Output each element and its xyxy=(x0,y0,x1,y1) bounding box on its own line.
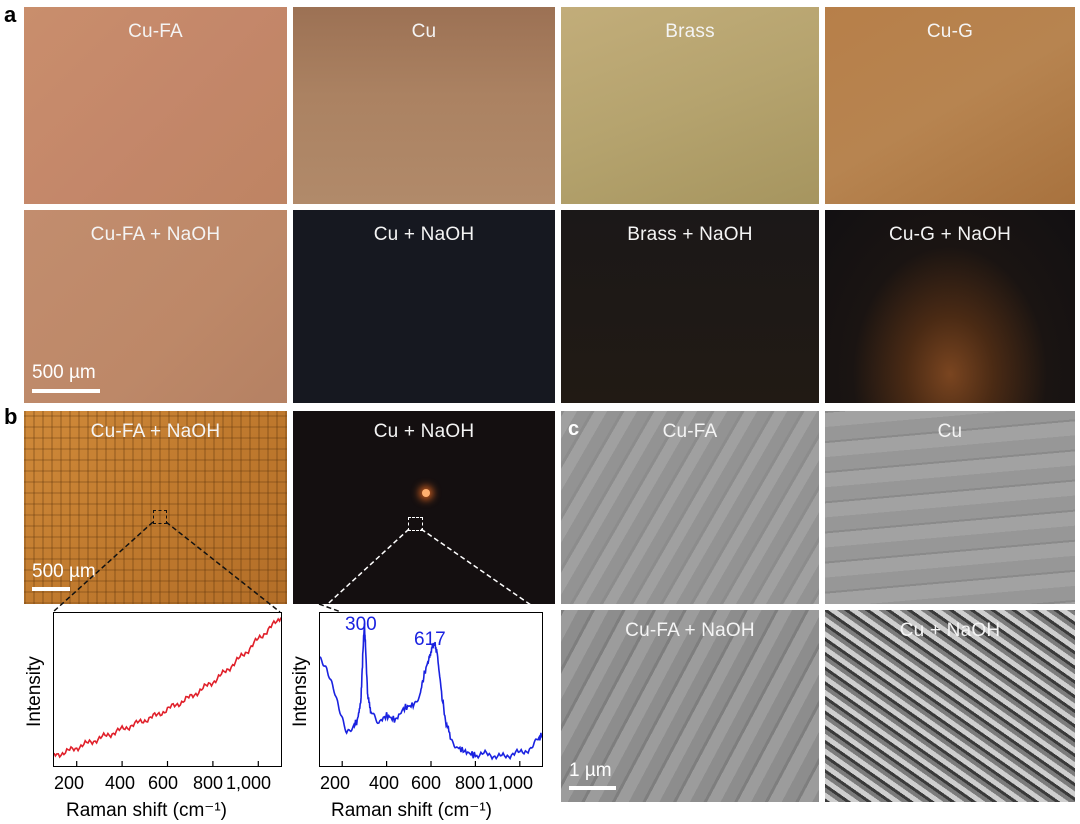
micrograph-cu: Cu xyxy=(293,7,555,204)
panel-letter-b: b xyxy=(4,404,18,429)
sem-cu-fa-naoh: Cu-FA + NaOH 1 µm xyxy=(561,610,819,802)
spectrum-svg xyxy=(54,617,281,766)
x-tick-label: 800 xyxy=(193,773,224,793)
image-caption: Cu + NaOH xyxy=(899,620,1001,641)
image-caption: Brass + NaOH xyxy=(627,224,753,245)
image-caption: Cu-FA xyxy=(128,21,183,42)
scale-bar-label: 500 µm xyxy=(32,561,96,582)
peak-label-300: 300 xyxy=(345,614,377,635)
optical-cu-naoh: Cu + NaOH xyxy=(293,411,555,604)
image-caption: Cu-FA + NaOH xyxy=(90,224,221,245)
x-tick-label: 200 xyxy=(320,773,351,793)
x-axis-label: Raman shift (cm⁻¹) xyxy=(66,800,227,821)
connector-line xyxy=(52,521,154,613)
x-tick-label: 400 xyxy=(369,773,400,793)
x-tick-label: 1,000 xyxy=(226,773,272,793)
micrograph-cu-fa: Cu-FA xyxy=(24,7,287,204)
scale-bar-line xyxy=(32,389,100,393)
image-caption: Cu-G + NaOH xyxy=(888,224,1012,245)
scale-bar-line xyxy=(569,786,616,790)
image-caption: Cu xyxy=(937,421,963,442)
image-caption: Brass xyxy=(665,21,715,42)
optical-cu-fa-naoh: Cu-FA + NaOH 500 µm xyxy=(24,411,287,604)
bright-spot xyxy=(422,489,430,497)
peak-label-617: 617 xyxy=(414,629,446,650)
micrograph-cu-g: Cu-G xyxy=(825,7,1075,204)
image-caption: Cu xyxy=(411,21,437,42)
scale-bar-line xyxy=(32,587,70,591)
x-tick-label: 800 xyxy=(455,773,486,793)
x-tick-label: 200 xyxy=(54,773,85,793)
micrograph-cu-fa-naoh: Cu-FA + NaOH 500 µm xyxy=(24,210,287,403)
image-caption: Cu-FA xyxy=(662,421,718,442)
panel-letter-c: c xyxy=(568,418,580,440)
micrograph-brass-naoh: Brass + NaOH xyxy=(561,210,819,403)
connector-line xyxy=(165,521,281,613)
spectrum-svg xyxy=(320,623,542,766)
x-tick-label: 600 xyxy=(148,773,179,793)
connector-line xyxy=(420,528,542,613)
micrograph-brass: Brass xyxy=(561,7,819,204)
image-caption: Cu-FA + NaOH xyxy=(90,421,221,442)
panel-letter-a: a xyxy=(4,2,17,27)
y-axis-label: Intensity xyxy=(290,656,311,727)
spectrum-line xyxy=(320,623,542,761)
micrograph-cu-g-naoh: Cu-G + NaOH xyxy=(825,210,1075,403)
y-axis-label: Intensity xyxy=(24,656,45,727)
connector-line xyxy=(318,528,410,613)
x-tick-label: 400 xyxy=(105,773,136,793)
x-tick-label: 1,000 xyxy=(488,773,534,793)
sem-cu-naoh: Cu + NaOH xyxy=(825,610,1075,802)
image-caption: Cu + NaOH xyxy=(373,224,475,245)
sem-cu-fa: Cu-FA xyxy=(561,411,819,604)
x-tick-label: 600 xyxy=(411,773,442,793)
image-caption: Cu-G xyxy=(926,21,974,42)
plot-frame xyxy=(319,612,543,767)
connector-line xyxy=(318,603,342,613)
scale-bar-label: 500 µm xyxy=(32,362,96,383)
spectrum-line xyxy=(54,617,281,759)
scale-bar-label: 1 µm xyxy=(569,760,612,781)
zoom-box xyxy=(408,517,423,531)
sem-cu: Cu xyxy=(825,411,1075,604)
x-axis-label: Raman shift (cm⁻¹) xyxy=(331,800,492,821)
image-caption: Cu + NaOH xyxy=(373,421,475,442)
image-caption: Cu-FA + NaOH xyxy=(625,620,755,641)
zoom-box xyxy=(153,510,167,524)
micrograph-cu-naoh: Cu + NaOH xyxy=(293,210,555,403)
